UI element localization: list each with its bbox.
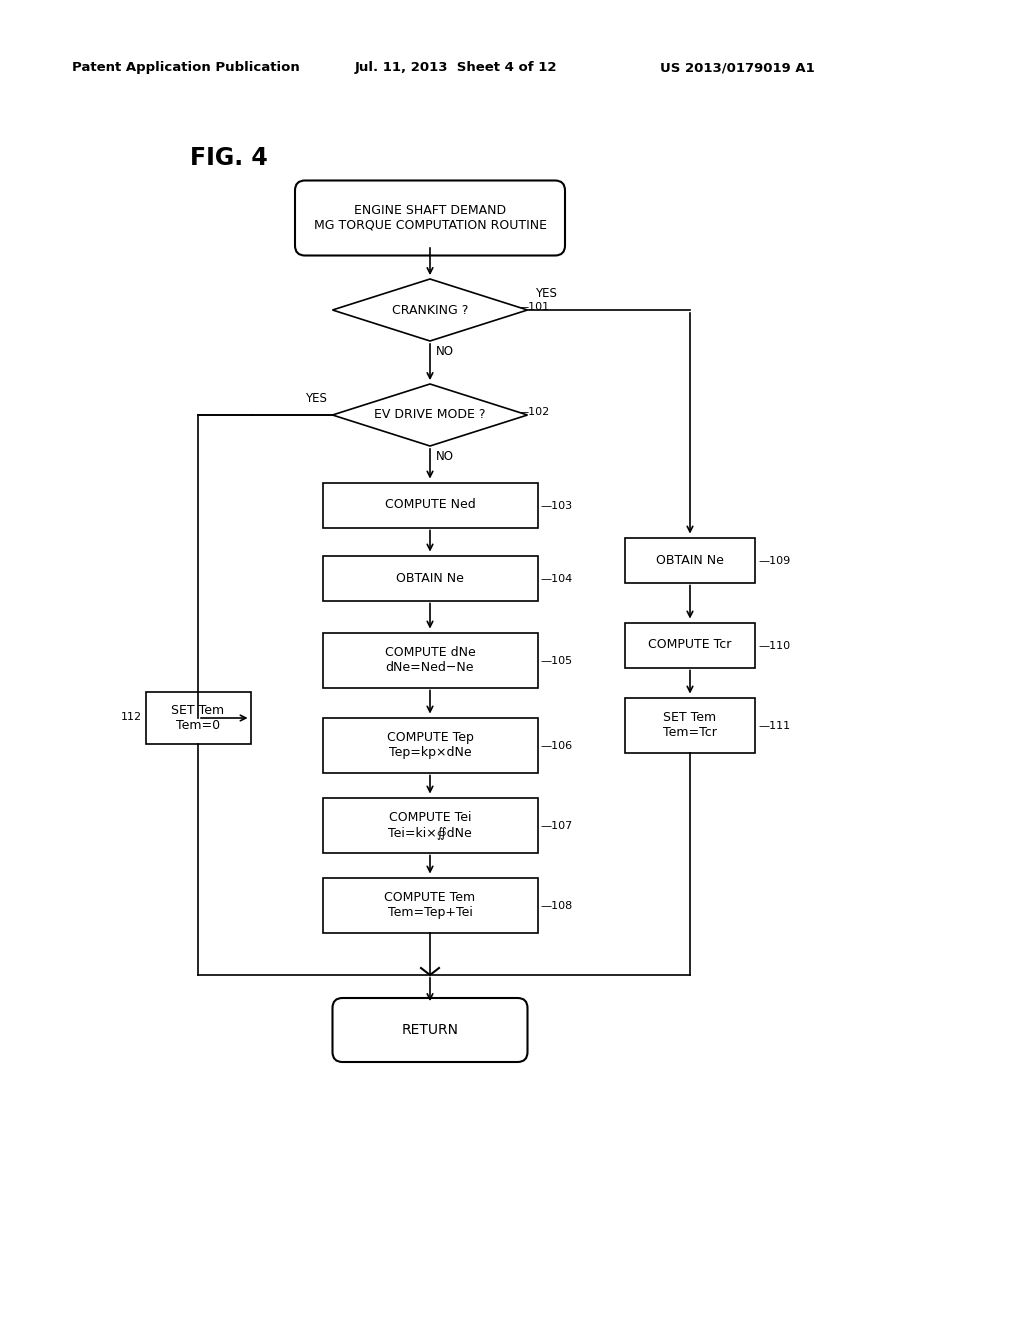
Text: COMPUTE Tep
Tep=kp×dNe: COMPUTE Tep Tep=kp×dNe [387,731,473,759]
Text: COMPUTE dNe
dNe=Ned−Ne: COMPUTE dNe dNe=Ned−Ne [385,645,475,675]
Text: —102: —102 [517,407,550,417]
Text: COMPUTE Tei
Tei=ki×∯dNe: COMPUTE Tei Tei=ki×∯dNe [388,810,472,840]
FancyBboxPatch shape [625,537,755,582]
Text: COMPUTE Tcr: COMPUTE Tcr [648,639,732,652]
Text: Patent Application Publication: Patent Application Publication [72,62,300,74]
Text: YES: YES [304,392,327,405]
FancyBboxPatch shape [323,632,538,688]
Text: SET Tem
Tem=Tcr: SET Tem Tem=Tcr [664,711,717,739]
Text: 112: 112 [121,711,141,722]
Text: —111: —111 [758,721,791,731]
Text: —108: —108 [541,902,572,911]
Text: —106: —106 [541,741,572,751]
FancyBboxPatch shape [323,556,538,601]
FancyBboxPatch shape [625,623,755,668]
Text: CRANKING ?: CRANKING ? [392,304,468,317]
Text: —105: —105 [541,656,572,667]
Text: —104: —104 [541,574,572,583]
Text: US 2013/0179019 A1: US 2013/0179019 A1 [660,62,815,74]
Text: —107: —107 [541,821,572,832]
Text: OBTAIN Ne: OBTAIN Ne [396,572,464,585]
FancyBboxPatch shape [323,718,538,772]
Polygon shape [333,384,527,446]
Text: EV DRIVE MODE ?: EV DRIVE MODE ? [374,408,485,421]
FancyBboxPatch shape [323,483,538,528]
Text: —103: —103 [541,502,572,511]
Text: NO: NO [436,345,454,358]
FancyBboxPatch shape [333,998,527,1063]
FancyBboxPatch shape [323,878,538,932]
FancyBboxPatch shape [295,181,565,256]
Text: —109: —109 [758,556,791,566]
Text: —101: —101 [517,302,550,312]
Polygon shape [333,279,527,341]
Text: SET Tem
Tem=0: SET Tem Tem=0 [171,704,224,733]
Text: COMPUTE Ned: COMPUTE Ned [385,499,475,511]
Text: COMPUTE Tem
Tem=Tep+Tei: COMPUTE Tem Tem=Tep+Tei [384,891,475,919]
FancyBboxPatch shape [323,797,538,853]
Text: Jul. 11, 2013  Sheet 4 of 12: Jul. 11, 2013 Sheet 4 of 12 [355,62,557,74]
Text: FIG. 4: FIG. 4 [190,147,267,170]
FancyBboxPatch shape [145,692,251,744]
Text: RETURN: RETURN [401,1023,459,1038]
Text: ENGINE SHAFT DEMAND
MG TORQUE COMPUTATION ROUTINE: ENGINE SHAFT DEMAND MG TORQUE COMPUTATIO… [313,205,547,232]
Text: YES: YES [536,286,557,300]
Text: NO: NO [436,450,454,463]
Text: —110: —110 [758,642,791,651]
Text: OBTAIN Ne: OBTAIN Ne [656,553,724,566]
FancyBboxPatch shape [625,697,755,752]
